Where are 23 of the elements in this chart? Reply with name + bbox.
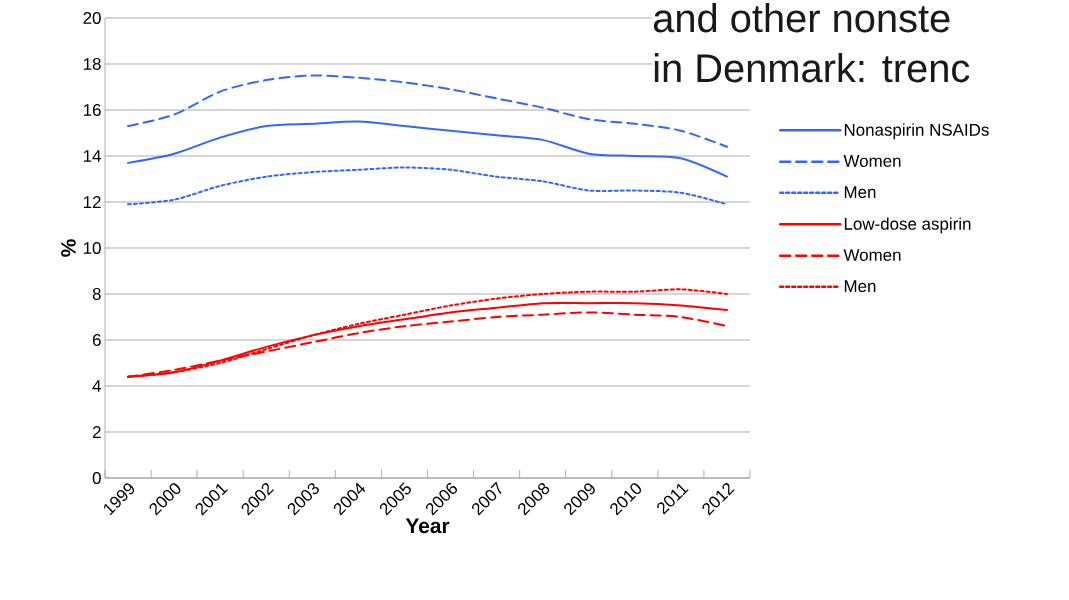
annotation: and other nonste <box>653 3 950 33</box>
annotation: in Denmark: trenc <box>654 53 970 83</box>
legend-label: Women <box>843 249 901 261</box>
y-tick-label: 10 <box>83 241 101 254</box>
y-tick-label: 20 <box>83 11 101 24</box>
line-series <box>127 166 728 206</box>
x-axis-title: Year <box>405 518 450 534</box>
line-series <box>127 120 728 178</box>
y-tick-label: 0 <box>92 471 101 484</box>
legend-label: Men <box>844 280 876 293</box>
y-tick-label: 14 <box>83 150 101 162</box>
y-axis-title: % <box>61 239 76 257</box>
y-tick-label: 2 <box>92 426 101 438</box>
legend-label: Nonaspirin NSAIDs <box>844 123 989 140</box>
legend-label: Low-dose aspirin <box>844 217 971 234</box>
y-tick-label: 18 <box>83 57 101 70</box>
y-tick-label: 8 <box>92 287 101 300</box>
y-tick-label: 6 <box>92 333 101 346</box>
legend-label: Women <box>843 155 901 167</box>
legend-label: Men <box>844 186 876 199</box>
y-tick-label: 12 <box>83 196 101 208</box>
y-tick-label: 16 <box>83 103 101 116</box>
y-tick-label: 4 <box>92 380 101 392</box>
